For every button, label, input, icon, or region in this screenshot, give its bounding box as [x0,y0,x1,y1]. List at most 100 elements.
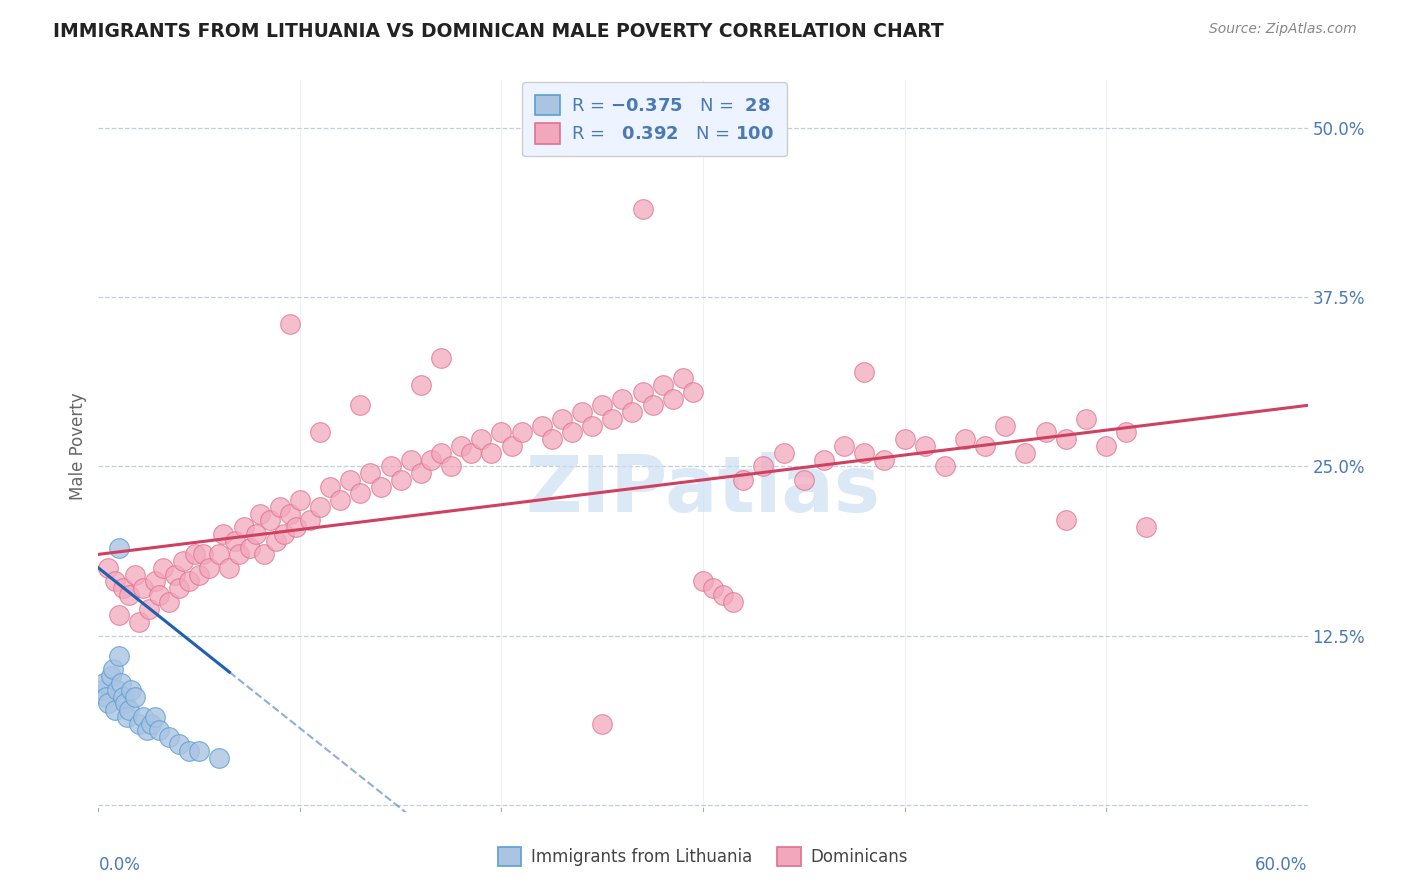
Point [409,378,432,392]
Point [278,317,301,331]
Point [120,682,142,697]
Point [273,527,295,541]
Point [1054,432,1077,446]
Point [733,473,755,487]
Point [96,690,118,704]
Point [481,446,503,460]
Point [167,737,190,751]
Point [148,588,170,602]
Point [893,432,915,446]
Point [259,514,281,528]
Point [530,418,553,433]
Legend: Immigrants from Lithuania, Dominicans: Immigrants from Lithuania, Dominicans [491,840,915,873]
Point [349,398,371,412]
Point [232,520,254,534]
Point [873,452,896,467]
Point [540,432,562,446]
Point [1035,425,1057,440]
Point [143,574,166,589]
Point [1014,446,1036,460]
Point [188,744,211,758]
Point [1095,439,1118,453]
Point [128,716,150,731]
Point [269,500,291,514]
Point [793,473,815,487]
Point [692,574,714,589]
Point [723,595,745,609]
Point [135,723,157,738]
Point [218,561,240,575]
Point [152,561,174,575]
Point [208,547,231,561]
Point [389,473,412,487]
Point [309,500,332,514]
Text: ZIPatlas: ZIPatlas [526,452,880,528]
Point [329,493,352,508]
Point [591,716,613,731]
Point [641,398,664,412]
Point [107,608,129,623]
Point [288,493,311,508]
Point [107,541,129,555]
Point [253,547,276,561]
Point [470,432,492,446]
Point [107,648,129,663]
Point [702,581,724,595]
Point [752,459,775,474]
Point [163,567,186,582]
Point [111,581,134,595]
Point [1115,425,1137,440]
Point [188,567,211,582]
Point [380,459,402,474]
Point [430,351,453,365]
Point [602,412,624,426]
Point [245,527,267,541]
Point [309,425,332,440]
Point [661,392,683,406]
Point [399,452,422,467]
Point [264,533,287,548]
Point [631,202,654,216]
Point [139,716,162,731]
Point [143,710,166,724]
Point [491,425,513,440]
Point [167,581,190,595]
Point [832,439,855,453]
Point [974,439,997,453]
Point [772,446,794,460]
Point [651,378,673,392]
Point [212,527,235,541]
Point [510,425,533,440]
Text: IMMIGRANTS FROM LITHUANIA VS DOMINICAN MALE POVERTY CORRELATION CHART: IMMIGRANTS FROM LITHUANIA VS DOMINICAN M… [53,22,945,41]
Point [228,547,250,561]
Point [103,574,125,589]
Point [278,507,301,521]
Point [1054,514,1077,528]
Point [132,710,155,724]
Point [420,452,443,467]
Point [111,690,134,704]
Point [460,446,482,460]
Point [101,663,124,677]
Point [953,432,976,446]
Point [612,392,634,406]
Text: Source: ZipAtlas.com: Source: ZipAtlas.com [1209,22,1357,37]
Point [682,384,704,399]
Point [914,439,936,453]
Point [124,690,146,704]
Point [115,710,138,724]
Point [440,459,463,474]
Point [239,541,262,555]
Point [409,466,432,480]
Point [370,480,392,494]
Point [103,703,125,717]
Point [319,480,342,494]
Point [110,676,132,690]
Point [284,520,307,534]
Point [621,405,644,419]
Point [1135,520,1157,534]
Point [631,384,654,399]
Point [672,371,695,385]
Point [157,595,180,609]
Point [1074,412,1097,426]
